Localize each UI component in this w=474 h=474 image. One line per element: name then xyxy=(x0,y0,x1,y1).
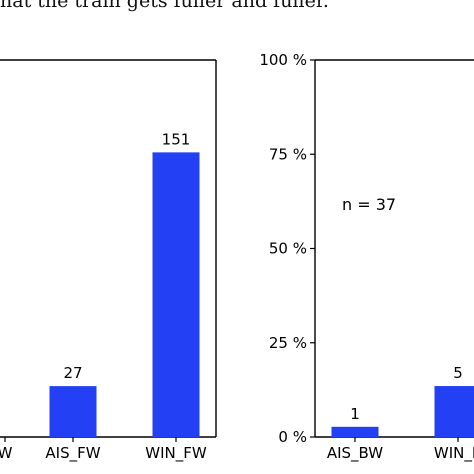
left-x-tick-label: W xyxy=(0,444,13,462)
left-x-tick-label: AIS_FW xyxy=(45,444,100,463)
right-chart: n = 37 0 % 25 % 50 % 75 % 100 % AIS_BW 1 WIN_B 5 xyxy=(259,51,474,463)
right-bar-value-label: 1 xyxy=(350,405,360,423)
figure-caption: hat the train gets fuller and fuller. xyxy=(0,0,329,12)
right-bar-value-label: 5 xyxy=(453,364,463,382)
left-x-tick-label: WIN_FW xyxy=(145,444,207,463)
left-bar-value-label: 151 xyxy=(162,130,191,148)
right-y-tick-label: 50 % xyxy=(269,240,307,258)
left-bar xyxy=(49,386,97,437)
left-bar xyxy=(152,152,200,438)
right-y-tick-label: 25 % xyxy=(269,334,307,352)
right-y-tick-label: 100 % xyxy=(259,51,307,69)
right-x-tick-label: AIS_BW xyxy=(327,444,383,463)
right-bar xyxy=(331,426,379,437)
right-y-tick-label: 0 % xyxy=(278,428,307,446)
left-chart: W AIS_FW 27 WIN_FW 151 xyxy=(0,59,217,463)
left-bar-value-label: 27 xyxy=(63,364,82,382)
right-x-tick-label: WIN_B xyxy=(434,444,474,463)
right-y-tick-label: 75 % xyxy=(269,145,307,163)
right-annotation: n = 37 xyxy=(342,195,396,214)
right-bar xyxy=(434,386,474,437)
